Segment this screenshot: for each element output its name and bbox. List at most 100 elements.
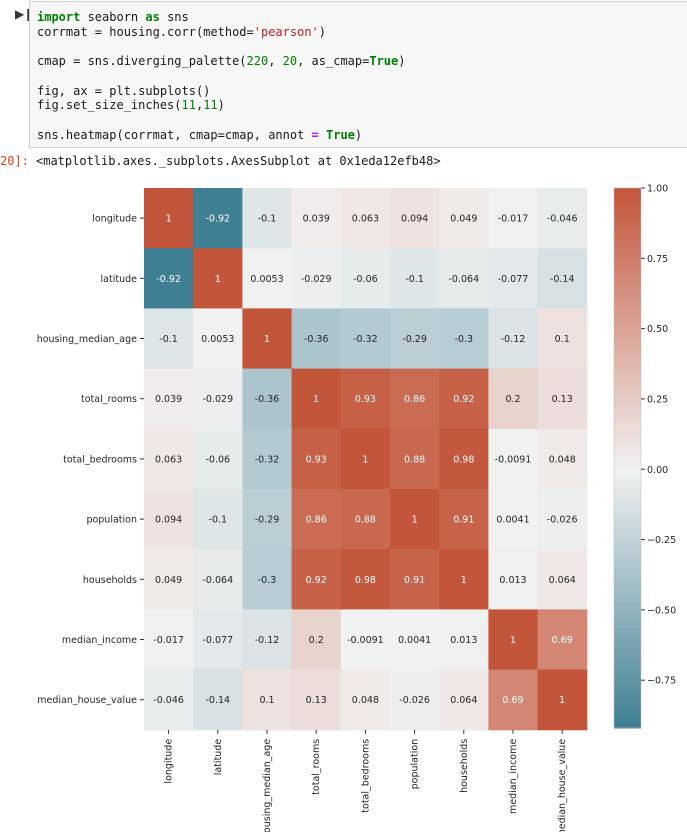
colorbar-segment	[614, 618, 641, 624]
colorbar-segment	[614, 288, 641, 294]
cell-annotation: -0.36	[255, 394, 280, 405]
heatmap-cell	[488, 248, 539, 309]
heatmap-cell	[488, 489, 539, 550]
colorbar-tick-label: 0.00	[647, 465, 668, 476]
colorbar-segment	[614, 703, 641, 709]
heatmap-cell	[390, 609, 440, 671]
colorbar-frame	[613, 187, 642, 729]
heatmap-cell	[144, 428, 194, 490]
cell-annotation: 0.049	[155, 575, 182, 586]
colorbar-segment	[614, 348, 641, 354]
colorbar-segment	[614, 308, 641, 314]
colorbar-segment	[614, 483, 641, 489]
colorbar-tick-label: 0.50	[647, 324, 668, 335]
cell-annotation: -0.064	[448, 274, 479, 285]
cell-annotation: -0.1	[405, 274, 424, 285]
colorbar-segment	[614, 383, 641, 389]
code-token: fig.set_size_inches(	[37, 98, 182, 113]
heatmap-cell	[193, 428, 243, 490]
code-token: )	[217, 98, 225, 113]
heatmap-cell	[242, 428, 293, 490]
colorbar-segment	[614, 438, 641, 444]
cell-annotation: 0.91	[404, 575, 425, 586]
cell-annotation: 0.13	[552, 394, 573, 405]
colorbar-segment	[614, 423, 641, 429]
colorbar-segment	[614, 428, 641, 434]
cell-annotation: 0.91	[453, 515, 474, 526]
cell-annotation: 0.013	[450, 635, 477, 646]
cell-annotation: -0.14	[206, 695, 231, 706]
correlation-heatmap: 1 -0.92 -0.1 0.039 0.063 0.094 0.049 -0.017 -0.0…	[37, 184, 676, 832]
cell-annotation: 0.064	[549, 575, 576, 586]
cell-annotation: -0.32	[255, 454, 280, 465]
heatmap-cell	[242, 609, 293, 671]
y-tick-label: median_house_value	[37, 695, 137, 706]
colorbar-segment	[614, 453, 641, 459]
heatmap-cell	[193, 489, 243, 550]
cell-annotation: 0.063	[352, 214, 379, 225]
colorbar-segment	[614, 443, 641, 449]
cell-annotation: 0.93	[355, 394, 376, 405]
colorbar-segment	[614, 558, 641, 564]
code-token: 11	[181, 98, 196, 113]
cell-annotation: 0.13	[306, 695, 327, 706]
heatmap-cell	[144, 489, 194, 550]
colorbar-segment	[614, 238, 641, 244]
colorbar-segment	[614, 338, 641, 344]
heatmap-cell	[291, 609, 342, 671]
colorbar-segment	[614, 368, 641, 374]
cell-annotation: -0.064	[202, 575, 233, 586]
code-token: True	[326, 127, 355, 142]
colorbar-segment	[614, 193, 641, 199]
colorbar-segment	[614, 403, 641, 409]
code-token: True	[369, 54, 399, 69]
heatmap-cell	[144, 669, 194, 731]
colorbar-segment	[614, 398, 641, 404]
colorbar-segment	[614, 188, 641, 194]
heatmap-cell	[340, 549, 391, 610]
colorbar-segment	[614, 278, 641, 284]
code-token: seaborn	[80, 10, 146, 24]
code-line: corrmat = housing.corr(method='pearson')	[37, 24, 326, 40]
cell-annotation: 0.98	[453, 454, 474, 465]
heatmap-cell	[242, 188, 293, 249]
colorbar-segment	[614, 198, 641, 204]
heatmap-cell	[537, 489, 588, 550]
heatmap-cell	[390, 549, 440, 610]
cell-annotation: 0.039	[303, 214, 330, 225]
heatmap-cell	[439, 248, 489, 309]
cell-annotation: -0.92	[156, 274, 181, 285]
cell-annotation: -0.92	[206, 214, 231, 225]
heatmap-cell	[488, 188, 539, 249]
colorbar-segment	[614, 638, 641, 644]
heatmap-cell	[340, 609, 391, 671]
cell-annotation: -0.026	[399, 695, 430, 706]
run-cell-icon[interactable]: ▶❙	[15, 7, 33, 21]
cell-annotation: 0.98	[355, 575, 376, 586]
heatmap-cell	[537, 188, 588, 249]
cell-annotation: 0.0041	[496, 515, 529, 526]
colorbar-segment	[614, 713, 641, 719]
cell-annotation: 0.2	[309, 635, 324, 646]
colorbar-segment	[614, 548, 641, 554]
colorbar-segment	[614, 343, 641, 349]
code-token: 11	[203, 98, 218, 113]
heatmap-cell	[439, 489, 489, 550]
cell-annotation: -0.077	[498, 274, 529, 285]
colorbar-segment	[614, 493, 641, 499]
heatmap-cell	[144, 188, 194, 249]
code-line: import seaborn as sns	[37, 9, 189, 25]
colorbar-segment	[614, 658, 641, 664]
code-cell[interactable]: import seaborn as sns corrmat = housing.c…	[29, 1, 687, 148]
code-token: sns.heatmap(corrmat, cmap=cmap, annot	[37, 127, 312, 142]
code-token: )	[354, 127, 363, 142]
x-tick-label: total_bedrooms	[360, 739, 371, 813]
colorbar-segment	[614, 598, 641, 604]
code-token	[319, 128, 326, 142]
colorbar-tick-label: −0.75	[647, 676, 676, 687]
colorbar-segment	[614, 353, 641, 359]
colorbar-segment	[614, 688, 641, 694]
heatmap-cell	[242, 669, 293, 731]
cell-annotation: -0.12	[255, 635, 280, 646]
y-tick-label: longitude	[92, 214, 137, 225]
